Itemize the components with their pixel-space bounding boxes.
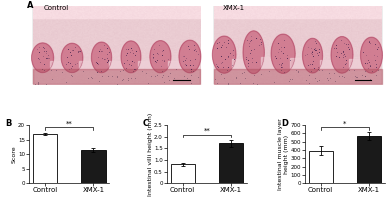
Polygon shape [62,43,83,72]
Text: *: * [343,120,347,126]
Y-axis label: Intestinal muscle layer
height (mm): Intestinal muscle layer height (mm) [278,118,289,190]
Bar [357,136,382,183]
Polygon shape [303,38,322,73]
Text: A: A [27,1,34,10]
Polygon shape [243,31,264,73]
Polygon shape [291,59,305,70]
Text: **: ** [204,128,211,134]
Bar [81,150,106,183]
Text: B: B [5,119,11,128]
Text: Control: Control [43,5,68,11]
Polygon shape [212,36,236,73]
Polygon shape [168,60,183,70]
Polygon shape [179,40,201,73]
Bar [171,164,195,183]
Y-axis label: Score: Score [12,145,17,163]
Polygon shape [91,42,111,72]
Y-axis label: Intestinal villi height (mm): Intestinal villi height (mm) [148,112,152,196]
Polygon shape [50,61,65,70]
Polygon shape [231,59,246,70]
Polygon shape [32,43,53,72]
Bar [33,6,200,84]
Polygon shape [79,61,94,70]
Text: **: ** [66,121,72,127]
Bar [219,143,243,183]
Text: C: C [143,119,149,128]
Polygon shape [261,57,276,70]
Polygon shape [138,61,153,70]
Text: XMX-1: XMX-1 [223,5,245,11]
Polygon shape [121,41,141,73]
Polygon shape [331,37,353,73]
Polygon shape [271,34,295,73]
Polygon shape [349,59,364,70]
Polygon shape [320,60,335,70]
Polygon shape [361,37,382,73]
Bar [33,134,57,183]
Polygon shape [109,61,123,70]
Text: D: D [281,119,288,128]
Bar [308,151,333,183]
Polygon shape [150,41,171,73]
Bar [214,6,382,84]
